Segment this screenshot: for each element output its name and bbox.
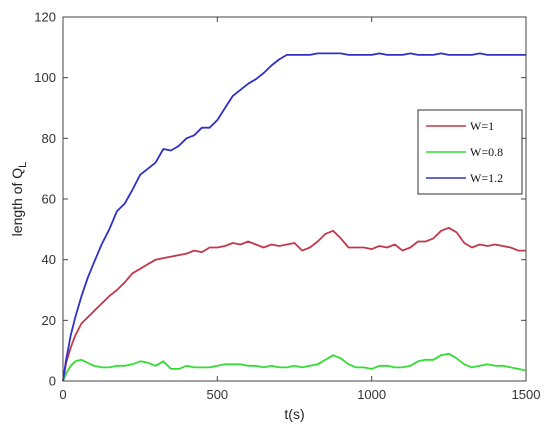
y-tick-label: 100 [34, 70, 56, 85]
x-axis-ticks: 0 500 1000 1500 [59, 17, 540, 402]
x-tick-label: 1500 [512, 387, 541, 402]
legend: W=1 W=0.8 W=1.2 [417, 109, 523, 195]
y-tick-label: 80 [42, 131, 56, 146]
y-tick-label: 20 [42, 313, 56, 328]
y-axis-label-subscript: L [17, 162, 29, 168]
y-tick-label: 0 [49, 374, 56, 389]
legend-label: W=1 [470, 119, 494, 133]
y-axis-ticks: 0 20 40 60 80 100 120 [34, 10, 526, 389]
series-line [62, 226, 526, 382]
series-line [62, 352, 527, 382]
y-tick-label: 40 [42, 252, 56, 267]
x-tick-label: 0 [59, 387, 66, 402]
y-axis-label-main: length of Q [9, 168, 25, 237]
series-layer [62, 52, 527, 382]
x-axis-label: t(s) [284, 406, 304, 422]
y-tick-label: 60 [42, 192, 56, 207]
legend-label: W=1.2 [470, 171, 503, 185]
x-tick-label: 1000 [357, 387, 386, 402]
y-tick-label: 120 [34, 10, 56, 25]
legend-label: W=0.8 [470, 145, 503, 159]
series-line [62, 52, 526, 382]
x-tick-label: 500 [206, 387, 228, 402]
plot-area: 0 500 1000 1500 0 20 40 60 80 100 120 [34, 10, 540, 403]
y-axis-label: length of QL [9, 162, 29, 237]
